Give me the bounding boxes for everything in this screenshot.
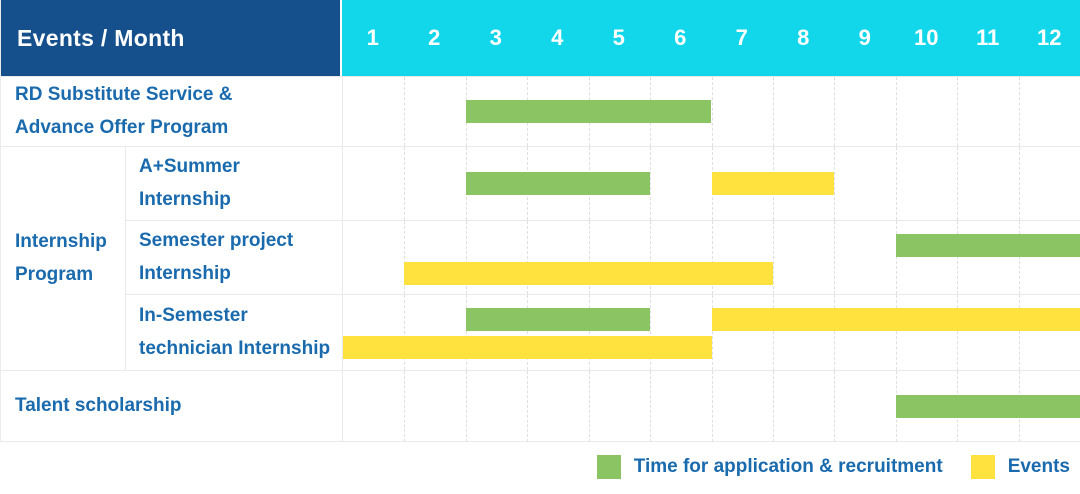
row-label-a-plus-summer: A+Summer Internship [125,146,342,220]
gantt-row-rd-substitute [342,76,1080,146]
month-gridline [711,371,713,442]
month-gridline [1018,295,1020,370]
month-gridline [404,221,406,294]
row-label-line: Internship [139,188,231,210]
month-gridline [465,371,467,442]
legend-label-events: Events [1007,456,1070,477]
row-label-talent-scholarship: Talent scholarship [1,370,342,442]
month-gridline [527,221,529,294]
month-header-cell: 6 [649,0,711,76]
legend-item-application: Time for application & recruitment [596,455,943,479]
month-gridline [465,295,467,370]
row-label-line: Semester project [139,230,294,252]
gantt-bar-application [895,234,1080,257]
month-gridline [465,221,467,294]
legend: Time for application & recruitment Event… [596,455,1070,479]
gantt-bar-events [711,172,835,195]
month-gridline [895,221,897,294]
row-label-line: Talent scholarship [15,395,182,417]
month-gridline [895,77,897,146]
month-header-cell: 12 [1018,0,1080,76]
month-gridline [650,295,652,370]
month-header-cell: 7 [711,0,773,76]
month-header-cell: 1 [342,0,404,76]
table-corner-header: Events / Month [1,0,342,76]
schedule-table: Events / Month 1 2 3 4 5 6 7 8 9 10 11 1… [0,0,1080,442]
month-header-cell: 11 [957,0,1019,76]
group-label-internship-program: Internship Program [1,146,125,370]
month-gridline [957,295,959,370]
month-gridline [588,371,590,442]
month-gridline [650,371,652,442]
legend-swatch-events [970,455,995,479]
month-gridline [834,295,836,370]
month-gridline [772,221,774,294]
corner-label: Events / Month [17,24,185,51]
legend-swatch-application [596,455,621,479]
month-gridline [711,77,713,146]
month-gridline [895,295,897,370]
row-label-line: RD Substitute Service & [15,84,233,106]
row-label-rd-substitute: RD Substitute Service & Advance Offer Pr… [1,76,342,146]
month-header-cell: 5 [588,0,650,76]
row-label-line: technician Internship [139,337,331,359]
month-header-cell: 2 [403,0,465,76]
month-gridline [1018,147,1020,220]
month-gridline [957,221,959,294]
gantt-bar-events [343,336,712,359]
month-gridline [957,147,959,220]
month-gridline [834,371,836,442]
row-label-line: In-Semester [139,305,248,327]
gantt-row-talent-scholarship [342,370,1080,442]
month-gridline [772,371,774,442]
month-gridline [772,77,774,146]
month-gridline [834,77,836,146]
gantt-row-in-semester-technician [342,294,1080,370]
month-header-cell: 9 [834,0,896,76]
gantt-row-semester-project [342,220,1080,294]
month-gridline [404,147,406,220]
gantt-bar-application [895,395,1080,418]
gantt-bar-events [711,308,1080,331]
gantt-bar-events [404,262,773,285]
month-gridline [895,147,897,220]
group-label-line: Program [15,263,94,285]
month-header-cell: 4 [526,0,588,76]
month-header-cell: 10 [895,0,957,76]
gantt-bar-application [465,172,651,195]
month-gridline [404,295,406,370]
month-gridline [711,295,713,370]
month-header-cell: 8 [772,0,834,76]
month-gridline [834,221,836,294]
month-gridline [650,147,652,220]
month-gridline [1018,221,1020,294]
month-gridline [588,221,590,294]
month-gridline [588,295,590,370]
gantt-bar-application [465,100,712,123]
gantt-row-a-plus-summer [342,146,1080,220]
month-gridline [957,77,959,146]
group-label-line: Internship [15,231,107,253]
month-gridline [527,371,529,442]
row-label-semester-project: Semester project Internship [125,220,342,294]
month-gridline [834,147,836,220]
month-gridline [772,295,774,370]
legend-item-events: Events [970,455,1070,479]
row-label-in-semester-technician: In-Semester technician Internship [125,294,342,370]
gantt-bar-application [465,308,651,331]
row-label-line: Advance Offer Program [15,116,229,138]
row-label-line: Internship [139,262,231,284]
month-gridline [404,77,406,146]
month-gridline [711,221,713,294]
row-label-line: A+Summer [139,156,240,178]
month-gridline [404,371,406,442]
month-gridline [1018,77,1020,146]
month-gridline [527,295,529,370]
month-gridline [650,221,652,294]
legend-label-application: Time for application & recruitment [633,456,943,477]
month-header-cell: 3 [465,0,527,76]
